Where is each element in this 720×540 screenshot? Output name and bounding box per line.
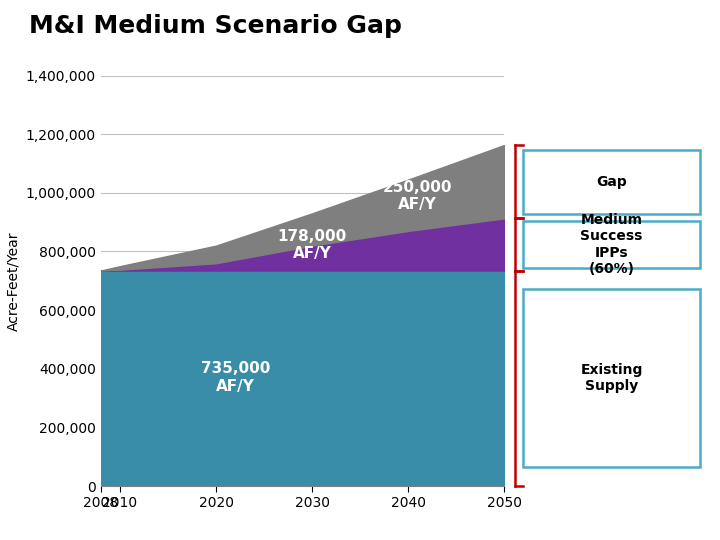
Text: Medium
Success
IPPs
(60%): Medium Success IPPs (60%) [580,213,643,276]
Text: 178,000
AF/Y: 178,000 AF/Y [277,228,346,261]
Text: M&I Medium Scenario Gap: M&I Medium Scenario Gap [29,14,402,38]
Text: Existing
Supply: Existing Supply [580,363,643,393]
Y-axis label: Acre-Feet/Year: Acre-Feet/Year [6,231,20,330]
Text: 250,000
AF/Y: 250,000 AF/Y [383,180,452,212]
Text: Gap: Gap [596,175,627,188]
Text: 735,000
AF/Y: 735,000 AF/Y [200,361,270,394]
